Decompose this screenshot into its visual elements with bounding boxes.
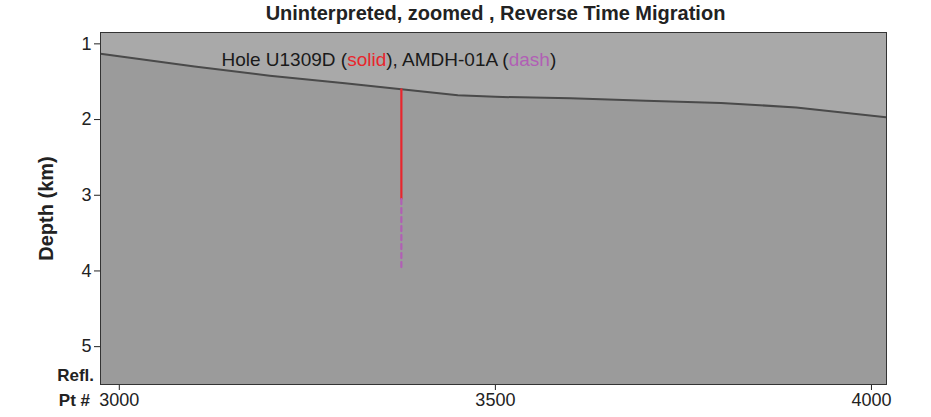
svg-text:4: 4: [81, 261, 91, 281]
svg-text:3: 3: [81, 185, 91, 205]
svg-text:2: 2: [81, 109, 91, 129]
svg-text:Depth (km): Depth (km): [35, 156, 57, 260]
svg-text:Pt #: Pt #: [59, 391, 91, 410]
svg-text:Hole U1309D (solid), AMDH-01A: Hole U1309D (solid), AMDH-01A (dash): [221, 49, 556, 70]
svg-text:4000: 4000: [851, 390, 891, 410]
svg-text:3000: 3000: [99, 390, 139, 410]
svg-text:5: 5: [81, 336, 91, 356]
svg-text:1: 1: [81, 34, 91, 54]
html-text:Uninterpreted, zoomed , Revers: Uninterpreted, zoomed , Reverse Time Mig…: [265, 2, 726, 24]
svg-text:3500: 3500: [475, 390, 515, 410]
svg-text:Refl.: Refl.: [57, 366, 94, 385]
